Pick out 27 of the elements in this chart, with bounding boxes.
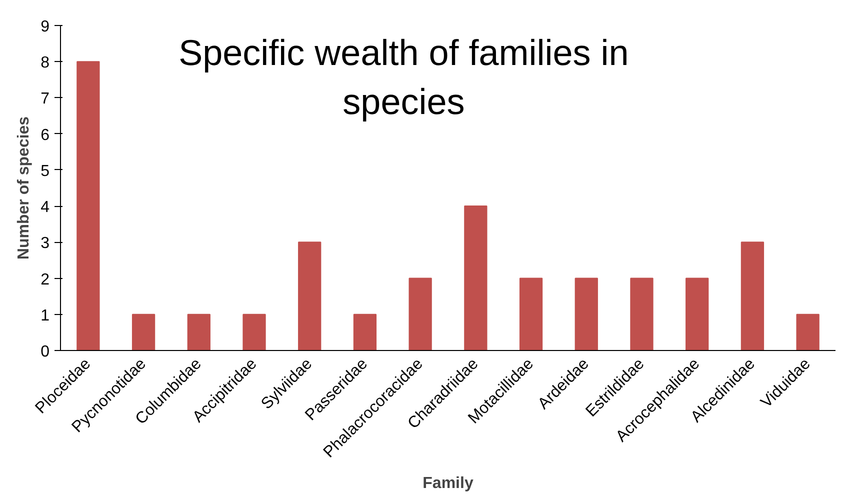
bar xyxy=(408,278,432,350)
y-tick-label: 3 xyxy=(40,235,50,252)
y-tick-label: 4 xyxy=(40,199,50,216)
y-axis-title: Number of species xyxy=(16,116,33,260)
bar xyxy=(187,314,210,350)
bar xyxy=(740,242,764,350)
bar xyxy=(353,314,377,350)
y-tick-label: 5 xyxy=(40,162,50,180)
y-tick-label: 0 xyxy=(40,344,50,360)
bar xyxy=(630,278,654,350)
y-tick-label: 1 xyxy=(40,307,50,324)
y-tick-label: 9 xyxy=(40,18,50,36)
bar xyxy=(464,206,488,350)
bar xyxy=(574,278,598,350)
y-tick-label: 2 xyxy=(40,271,50,288)
bar xyxy=(76,61,100,350)
bar xyxy=(519,278,543,350)
bar xyxy=(686,278,709,350)
bar xyxy=(242,314,266,350)
text: Specific wealth of families in species xyxy=(178,32,629,122)
y-tick-label: 8 xyxy=(40,54,50,72)
bar xyxy=(298,242,322,350)
bar xyxy=(796,314,820,350)
x-axis-title: Family xyxy=(422,475,474,492)
bar xyxy=(132,314,156,350)
y-tick-label: 7 xyxy=(40,90,50,108)
y-tick-label: 6 xyxy=(40,126,50,144)
